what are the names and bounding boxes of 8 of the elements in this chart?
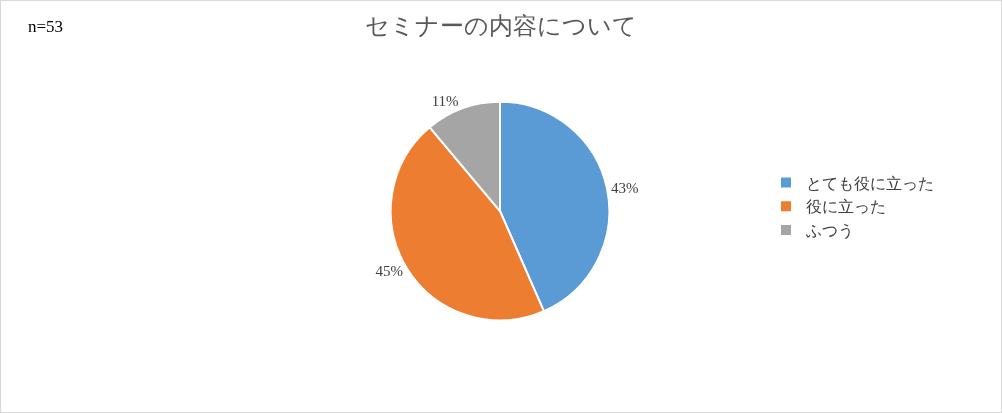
data-label: 43% [611, 180, 639, 197]
data-label: 45% [375, 262, 404, 279]
legend-label: 役に立った [806, 198, 886, 216]
legend-label: ふつう [805, 222, 854, 241]
chart-title: セミナーの内容について [365, 13, 637, 40]
legend-label: とても役に立った [806, 174, 934, 192]
data-label: 11% [431, 93, 459, 110]
text: n=53 [28, 17, 64, 36]
